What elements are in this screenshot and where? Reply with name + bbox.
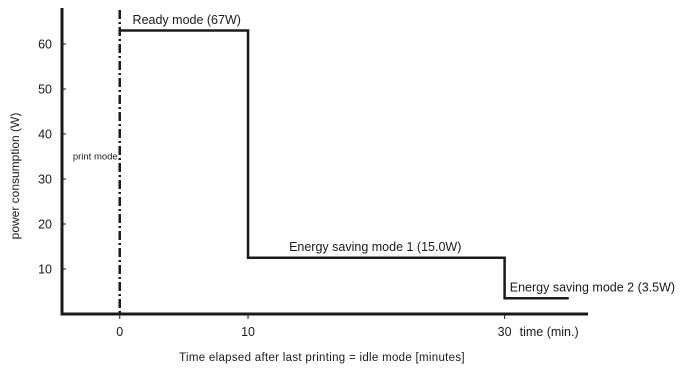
mode-annotation: Energy saving mode 2 (3.5W) xyxy=(510,281,675,295)
power-step-line xyxy=(120,31,569,299)
y-tick-label: 40 xyxy=(38,128,52,142)
y-tick-label: 60 xyxy=(38,38,52,52)
mode-annotation: Energy saving mode 1 (15.0W) xyxy=(289,240,461,254)
y-axis-label: power consumption (W) xyxy=(8,113,22,240)
x-tick-label: 30 xyxy=(498,325,512,339)
series-layer xyxy=(120,10,569,314)
x-axis-label: time (min.) xyxy=(520,325,579,339)
y-tick-label: 50 xyxy=(38,83,52,97)
labels-layer: time (min.) power consumption (W) Time ela… xyxy=(8,13,675,364)
y-tick-label: 30 xyxy=(38,173,52,187)
x-tick-label: 0 xyxy=(116,325,123,339)
mode-annotation: Ready mode (67W) xyxy=(133,13,241,27)
chart-caption: Time elapsed after last printing = idle … xyxy=(179,352,465,364)
print-mode-label: print mode xyxy=(73,152,118,163)
y-tick-label: 20 xyxy=(38,218,52,232)
x-tick-label: 10 xyxy=(241,325,255,339)
y-tick-label: 10 xyxy=(38,263,52,277)
